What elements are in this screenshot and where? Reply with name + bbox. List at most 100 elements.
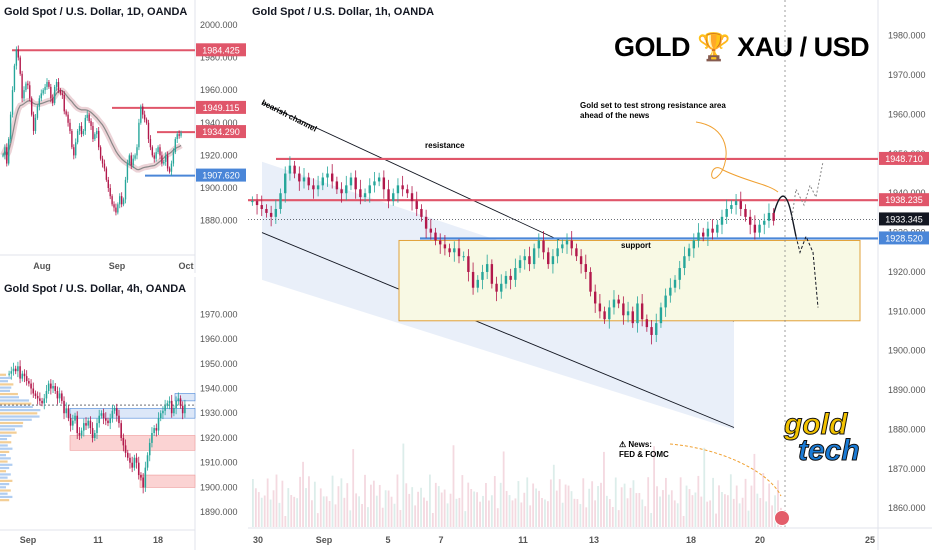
1h-candle — [500, 283, 503, 292]
1h-volume-bar — [709, 500, 712, 527]
4h-chart-svg[interactable]: 1970.000 1960.000 1950.000 1940.000 1930.000… — [0, 277, 246, 550]
1h-candle — [532, 248, 536, 265]
daily-candle — [65, 111, 67, 115]
1h-volume-bar — [502, 451, 505, 527]
1h-volume-bar — [544, 499, 546, 527]
4h-volume-profile-bar — [0, 473, 11, 476]
chart-panel-4h[interactable]: 1970.000 1960.000 1950.000 1940.000 1930.000… — [0, 277, 246, 550]
1h-volume-bar — [328, 501, 331, 527]
1h-volume-bar — [257, 492, 260, 527]
4h-candle — [85, 423, 87, 426]
1h-x-tick: 20 — [755, 535, 765, 545]
daily-candle — [34, 117, 37, 131]
1h-volume-bar — [644, 506, 647, 527]
1h-volume-bar — [361, 504, 363, 527]
1h-volume-bar — [364, 474, 366, 527]
1h-volume-bar — [311, 500, 313, 527]
1h-y-tick: 1910.000 — [888, 306, 926, 316]
daily-y-tick: 1920.000 — [200, 150, 238, 160]
4h-candle — [135, 457, 138, 463]
daily-x-tick: Sep — [109, 261, 126, 271]
1h-volume-bar — [641, 499, 644, 527]
daily-candle — [21, 73, 23, 99]
4h-candle — [87, 420, 90, 426]
4h-volume-profile-bar — [0, 460, 8, 463]
1h-volume-bar — [499, 482, 502, 527]
1h-volume-bar — [420, 487, 422, 527]
daily-candle — [29, 85, 31, 99]
1h-volume-bar — [549, 479, 552, 527]
1h-candle — [640, 303, 644, 320]
4h-candle — [120, 423, 122, 438]
1h-candle — [401, 185, 404, 190]
1h-volume-bar — [547, 501, 549, 527]
1h-volume-bar — [558, 479, 561, 527]
1h-volume-bar — [367, 507, 369, 527]
1h-volume-bar — [308, 476, 310, 527]
1h-volume-bar — [429, 474, 431, 527]
1h-volume-bar — [676, 503, 679, 527]
4h-y-tick: 1960.000 — [200, 334, 238, 344]
1h-volume-bar — [756, 493, 759, 527]
4h-volume-profile-bar — [0, 476, 8, 479]
1h-volume-bar — [319, 488, 322, 527]
1h-chart-title: Gold Spot / U.S. Dollar, 1h, OANDA — [252, 6, 435, 18]
1h-volume-bar — [482, 495, 484, 527]
daily-candle — [4, 147, 6, 156]
1h-volume-bar — [346, 483, 349, 527]
1h-candle — [396, 185, 400, 194]
1h-volume-bar — [659, 496, 661, 527]
1h-candle — [542, 240, 545, 253]
daily-y-tick: 1900.000 — [200, 183, 238, 193]
1h-candle — [316, 185, 320, 190]
4h-volume-profile-bar — [0, 373, 7, 376]
1h-chart-svg[interactable]: 1980.0001970.0001960.0001950.0001940.000… — [248, 0, 932, 550]
1h-candle — [377, 177, 381, 182]
1h-volume-bar — [759, 498, 762, 527]
1h-y-tick: 1860.000 — [888, 503, 926, 513]
daily-candle — [157, 147, 159, 153]
1h-volume-bar — [467, 482, 470, 527]
1h-volume-bar — [650, 513, 653, 527]
1h-candle — [664, 295, 667, 308]
1h-candle — [551, 256, 555, 265]
1h-candle — [354, 177, 357, 190]
4h-candle — [98, 415, 100, 424]
1h-candle — [251, 201, 254, 203]
1h-y-tick: 1970.000 — [888, 70, 926, 80]
daily-candle — [126, 163, 129, 180]
1h-volume-bar — [541, 498, 543, 527]
daily-candle — [9, 114, 12, 140]
1h-volume-bar — [473, 491, 476, 527]
4h-candle — [111, 410, 114, 419]
4h-candle — [142, 477, 144, 488]
note-line-1: Gold set to test strong resistance area — [580, 101, 726, 110]
daily-candle — [145, 119, 148, 123]
1h-price-label-bg — [879, 231, 929, 245]
4h-zone-box — [139, 474, 196, 488]
4h-y-tick: 1930.000 — [200, 408, 238, 418]
1h-price-label: 1928.520 — [885, 233, 923, 243]
daily-candle — [63, 95, 65, 112]
4h-candle — [36, 395, 39, 399]
1h-volume-bar — [585, 507, 588, 527]
1h-volume-bar — [269, 499, 272, 527]
1h-volume-bar — [600, 482, 602, 527]
4h-candle — [102, 413, 105, 419]
chart-panel-1d[interactable]: 2000.000 1980.000 1960.000 1940.000 1920.000… — [0, 0, 246, 273]
4h-chart-title: Gold Spot / U.S. Dollar, 4h, OANDA — [4, 283, 187, 295]
chart-panel-1h[interactable]: 1980.0001970.0001960.0001950.0001940.000… — [248, 0, 932, 550]
1h-volume-bar — [449, 493, 452, 527]
4h-candle — [184, 405, 186, 414]
daily-candle — [103, 163, 106, 169]
1h-volume-bar — [440, 492, 443, 527]
1h-candle — [772, 212, 775, 221]
1h-volume-bar — [724, 494, 726, 527]
1h-volume-bar — [726, 495, 729, 527]
daily-chart-svg[interactable]: 2000.000 1980.000 1960.000 1940.000 1920.000… — [0, 0, 246, 273]
1h-volume-bar — [617, 510, 620, 527]
1h-volume-bar — [700, 496, 703, 527]
daily-candle — [48, 81, 50, 87]
daily-candle — [67, 114, 69, 123]
1h-price-label-bg — [879, 151, 929, 165]
